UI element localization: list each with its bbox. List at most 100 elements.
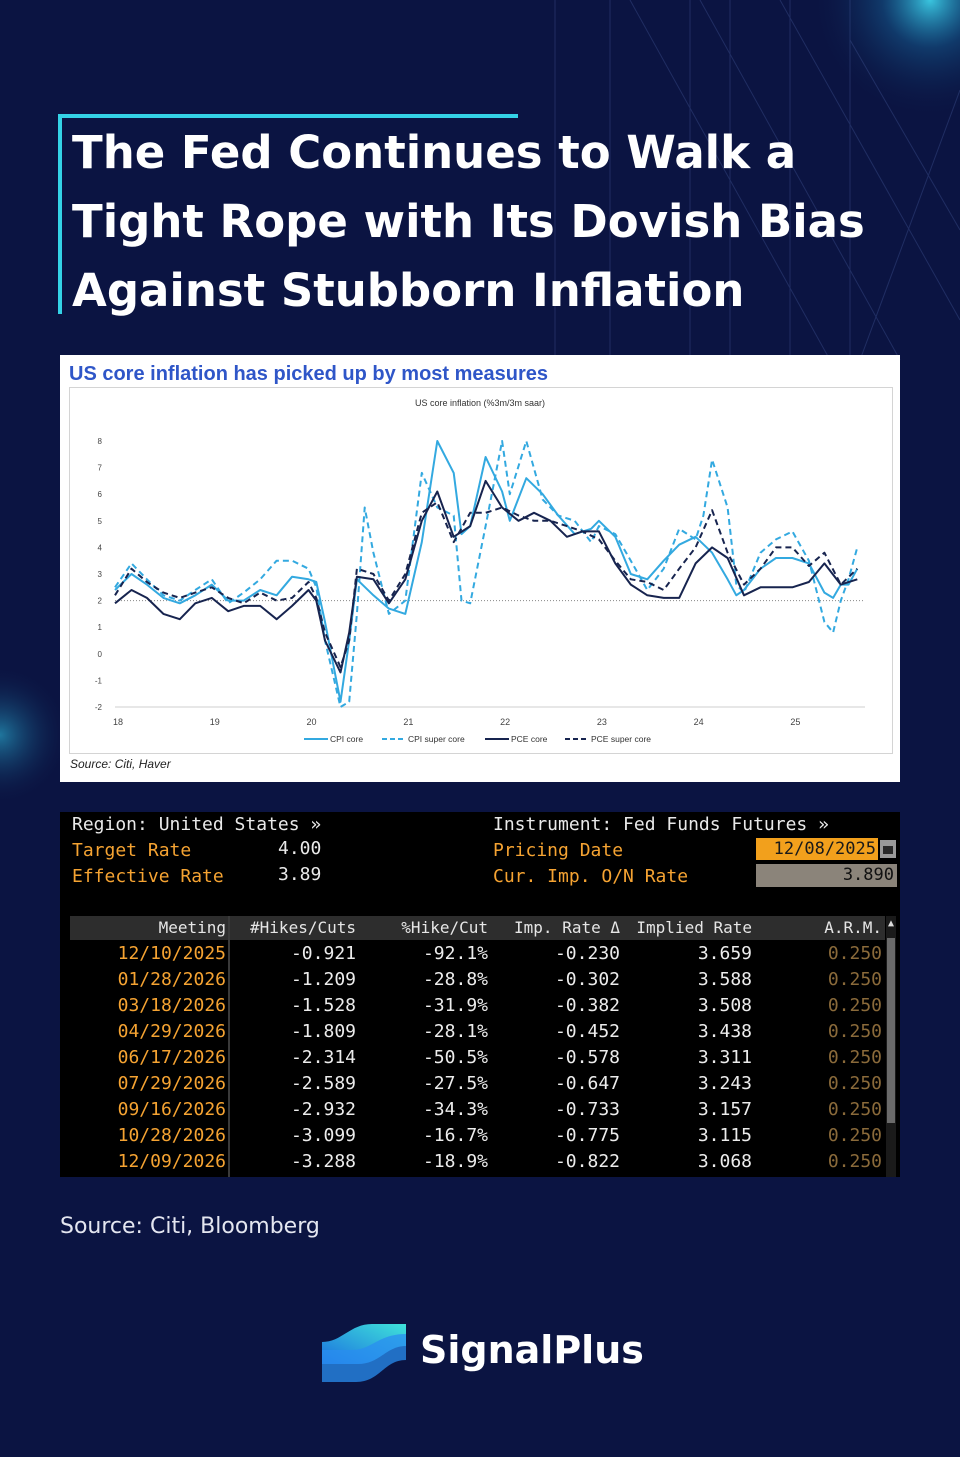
implied-rate-value: 3.157 (697, 1099, 752, 1120)
implied-rate-value: 3.243 (697, 1073, 752, 1094)
pct-hike-cut-value: -28.8% (422, 969, 488, 990)
table-row[interactable]: 12/10/2025 -0.921 -92.1% -0.230 3.659 0.250 (70, 941, 885, 967)
col-header-imp-rate-delta[interactable]: Imp. Rate Δ (514, 918, 620, 937)
x-tick-label: 18 (113, 717, 123, 727)
inflation-chart-panel: US core inflation has picked up by most … (60, 355, 900, 782)
y-tick-label: 3 (98, 570, 103, 579)
table-header: Meeting #Hikes/Cuts %Hike/Cut Imp. Rate … (70, 916, 885, 940)
effective-rate-value: 3.89 (278, 864, 322, 885)
pct-hike-cut-value: -28.1% (422, 1021, 488, 1042)
instrument-selector[interactable]: Instrument: Fed Funds Futures » (493, 814, 829, 835)
imp-rate-delta-value: -0.302 (554, 969, 620, 990)
col-header-pct-hike-cut[interactable]: %Hike/Cut (401, 918, 488, 937)
imp-rate-delta-value: -0.382 (554, 995, 620, 1016)
arm-value: 0.250 (827, 1021, 882, 1042)
y-tick-label: 6 (98, 490, 103, 499)
chart-source: Source: Citi, Haver (70, 757, 171, 771)
chart-title: US core inflation (%3m/3m saar) (415, 398, 545, 408)
meeting-date: 09/16/2026 (117, 1099, 226, 1120)
table-row[interactable]: 03/18/2026 -1.528 -31.9% -0.382 3.508 0.250 (70, 993, 885, 1019)
imp-rate-delta-value: -0.578 (554, 1047, 620, 1068)
effective-rate-label: Effective Rate (72, 866, 224, 887)
scrollbar-thumb[interactable] (887, 938, 895, 1123)
x-tick-label: 21 (403, 717, 413, 727)
meeting-date: 03/18/2026 (117, 995, 226, 1016)
col-header-hikes-cuts[interactable]: #Hikes/Cuts (250, 918, 356, 937)
arm-value: 0.250 (827, 1073, 882, 1094)
chart-heading: US core inflation has picked up by most … (69, 363, 549, 385)
legend-item: CPI core (304, 734, 363, 744)
x-tick-label: 24 (694, 717, 704, 727)
imp-rate-delta-value: -0.775 (554, 1125, 620, 1146)
y-tick-label: 1 (98, 623, 103, 632)
table-row[interactable]: 12/09/2026 -3.288 -18.9% -0.822 3.068 0.250 (70, 1149, 885, 1175)
hikes-cuts-value: -1.809 (290, 1021, 356, 1042)
table-row[interactable]: 09/16/2026 -2.932 -34.3% -0.733 3.157 0.250 (70, 1097, 885, 1123)
implied-rate-value: 3.508 (697, 995, 752, 1016)
pricing-date-field[interactable]: 12/08/2025 (756, 838, 878, 860)
pct-hike-cut-value: -50.5% (422, 1047, 488, 1068)
arm-value: 0.250 (827, 1125, 882, 1146)
legend-label: CPI super core (408, 734, 465, 744)
title-frame (58, 114, 528, 314)
y-tick-label: 2 (98, 597, 103, 606)
column-divider (228, 916, 230, 1177)
imp-rate-delta-value: -0.647 (554, 1073, 620, 1094)
hikes-cuts-value: -3.099 (290, 1125, 356, 1146)
table-row[interactable]: 01/28/2026 -1.209 -28.8% -0.302 3.588 0.250 (70, 967, 885, 993)
pct-hike-cut-value: -18.9% (422, 1151, 488, 1172)
y-tick-label: -1 (95, 676, 103, 685)
x-tick-label: 22 (500, 717, 510, 727)
y-tick-label: 8 (98, 437, 103, 446)
pct-hike-cut-value: -27.5% (422, 1073, 488, 1094)
table-row[interactable]: 07/29/2026 -2.589 -27.5% -0.647 3.243 0.250 (70, 1071, 885, 1097)
pct-hike-cut-value: -34.3% (422, 1099, 488, 1120)
pct-hike-cut-value: -16.7% (422, 1125, 488, 1146)
x-tick-label: 25 (790, 717, 800, 727)
hikes-cuts-value: -0.921 (290, 943, 356, 964)
brand-name: SignalPlus (420, 1328, 644, 1372)
col-header-arm[interactable]: A.R.M. (824, 918, 882, 937)
region-selector[interactable]: Region: United States » (72, 814, 322, 835)
chart-frame (69, 387, 893, 754)
pct-hike-cut-value: -92.1% (422, 943, 488, 964)
inflation-line-chart: US core inflation (%3m/3m saar)876543210… (95, 398, 865, 744)
bloomberg-wirp-panel: Region: United States » Instrument: Fed … (60, 812, 900, 1177)
meeting-date: 04/29/2026 (117, 1021, 226, 1042)
hikes-cuts-value: -1.209 (290, 969, 356, 990)
calendar-icon[interactable] (880, 840, 896, 858)
imp-rate-delta-value: -0.230 (554, 943, 620, 964)
y-tick-label: 4 (98, 543, 103, 552)
scroll-up-arrow-icon[interactable]: ▲ (887, 918, 895, 929)
col-header-meeting[interactable]: Meeting (158, 918, 226, 937)
meeting-date: 12/10/2025 (117, 943, 226, 964)
hikes-cuts-value: -2.314 (290, 1047, 356, 1068)
legend-item: PCE super core (565, 734, 651, 744)
series-line-pce-core (114, 479, 858, 674)
table-row[interactable]: 04/29/2026 -1.809 -28.1% -0.452 3.438 0.250 (70, 1019, 885, 1045)
legend-item: PCE core (485, 734, 548, 744)
pricing-date-label: Pricing Date (493, 840, 624, 861)
x-tick-label: 19 (210, 717, 220, 727)
meeting-date: 07/29/2026 (117, 1073, 226, 1094)
meeting-date: 06/17/2026 (117, 1047, 226, 1068)
arm-value: 0.250 (827, 1151, 882, 1172)
page-source: Source: Citi, Bloomberg (60, 1214, 320, 1239)
table-row[interactable]: 10/28/2026 -3.099 -16.7% -0.775 3.115 0.250 (70, 1123, 885, 1149)
cur-rate-field: 3.890 (756, 864, 897, 887)
hikes-cuts-value: -1.528 (290, 995, 356, 1016)
imp-rate-delta-value: -0.452 (554, 1021, 620, 1042)
hikes-cuts-value: -2.589 (290, 1073, 356, 1094)
hikes-cuts-value: -2.932 (290, 1099, 356, 1120)
hikes-cuts-value: -3.288 (290, 1151, 356, 1172)
title-accent-bar-left (58, 114, 62, 314)
arm-value: 0.250 (827, 1047, 882, 1068)
col-header-implied-rate[interactable]: Implied Rate (636, 918, 752, 937)
brand-footer: SignalPlus (322, 1318, 652, 1388)
implied-rate-value: 3.311 (697, 1047, 752, 1068)
meeting-date: 12/09/2026 (117, 1151, 226, 1172)
y-tick-label: 0 (98, 650, 103, 659)
x-tick-label: 23 (597, 717, 607, 727)
arm-value: 0.250 (827, 995, 882, 1016)
table-row[interactable]: 06/17/2026 -2.314 -50.5% -0.578 3.311 0.250 (70, 1045, 885, 1071)
